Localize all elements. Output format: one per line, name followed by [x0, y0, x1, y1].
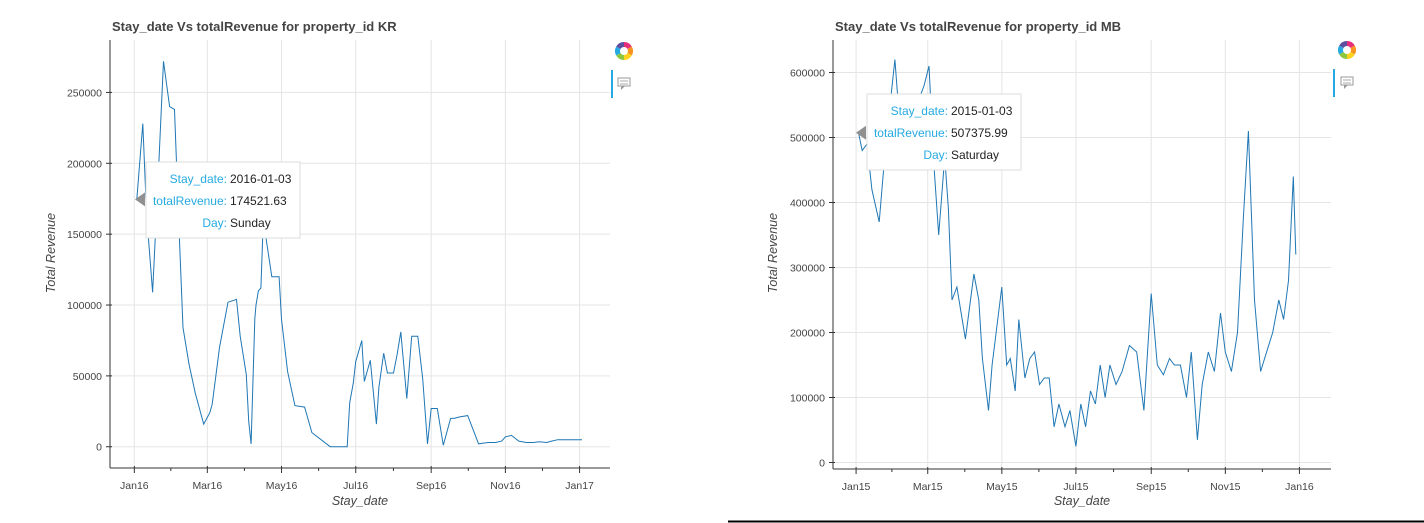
- y-tick-label: 300000: [790, 263, 825, 275]
- tooltip-arrow: [856, 125, 866, 140]
- y-axis-label: Total Revenue: [766, 213, 780, 293]
- x-tick-label: Jul15: [1063, 481, 1088, 493]
- chart-0: Stay_date Vs totalRevenue for property_i…: [44, 19, 633, 508]
- active-tool-indicator: [611, 70, 613, 98]
- tooltip-box: [866, 93, 1022, 171]
- series-line: [858, 59, 1297, 447]
- logo-segment: [1347, 45, 1356, 55]
- x-tick-label: May16: [266, 480, 298, 492]
- y-tick-label: 150000: [67, 229, 102, 241]
- tooltip-key: totalRevenue:: [153, 194, 227, 208]
- y-tick-label: 200000: [67, 158, 102, 170]
- x-tick-label: Nov16: [490, 480, 521, 492]
- tooltip-value: 2015-01-03: [951, 104, 1013, 118]
- y-tick-label: 0: [96, 442, 102, 454]
- y-tick-label: 250000: [67, 87, 102, 99]
- y-tick-label: 100000: [67, 300, 102, 312]
- logo-segment: [1338, 45, 1347, 55]
- chart-title: Stay_date Vs totalRevenue for property_i…: [112, 19, 397, 34]
- y-tick-label: 200000: [790, 328, 825, 340]
- x-tick-label: Sep15: [1136, 481, 1167, 493]
- tooltip-value: 174521.63: [230, 194, 287, 208]
- series-line: [136, 61, 582, 448]
- hover-icon-body: [617, 77, 631, 87]
- y-tick-label: 50000: [73, 371, 102, 383]
- tooltip-value: Sunday: [230, 216, 271, 230]
- x-tick-label: Jan15: [842, 481, 871, 493]
- x-tick-label: Jan16: [120, 480, 149, 492]
- tooltip-value: 2016-01-03: [230, 172, 292, 186]
- x-tick-label: Jan17: [565, 480, 594, 492]
- y-tick-label: 500000: [790, 133, 825, 145]
- tooltip-value: 507375.99: [951, 126, 1008, 140]
- x-axis-label: Stay_date: [332, 494, 388, 508]
- y-tick-label: 600000: [790, 68, 825, 80]
- chart-1: Stay_date Vs totalRevenue for property_i…: [766, 19, 1356, 508]
- hover-icon-tail: [621, 86, 625, 90]
- y-tick-label: 100000: [790, 393, 825, 405]
- tooltip-arrow: [135, 192, 145, 207]
- tooltip-box: [145, 161, 301, 239]
- y-tick-label: 400000: [790, 198, 825, 210]
- active-tool-indicator: [1333, 69, 1335, 97]
- bokeh-logo-icon[interactable]: [615, 42, 633, 60]
- tooltip-key: Stay_date:: [891, 104, 948, 118]
- x-axis-label: Stay_date: [1054, 494, 1110, 508]
- logo-center: [1343, 46, 1351, 54]
- tooltip-key: Day:: [202, 216, 227, 230]
- x-tick-label: Jul16: [343, 480, 368, 492]
- tooltip-value: Saturday: [951, 148, 999, 162]
- hover-tool-icon[interactable]: [1340, 76, 1354, 89]
- tooltip-key: totalRevenue:: [874, 126, 948, 140]
- hover-tool-icon[interactable]: [617, 77, 631, 90]
- x-tick-label: Jan16: [1285, 481, 1314, 493]
- logo-segment: [615, 46, 624, 56]
- y-tick-label: 0: [819, 458, 825, 470]
- chart-toolbar: [1333, 41, 1356, 97]
- grid-lines: [110, 40, 610, 468]
- x-tick-label: Mar16: [192, 480, 222, 492]
- x-tick-label: May15: [986, 481, 1018, 493]
- chart-toolbar: [611, 42, 633, 98]
- x-tick-label: Sep16: [416, 480, 447, 492]
- bokeh-logo-icon[interactable]: [1338, 41, 1356, 59]
- logo-segment: [624, 46, 633, 56]
- x-tick-label: Nov15: [1210, 481, 1241, 493]
- chart-title: Stay_date Vs totalRevenue for property_i…: [835, 19, 1121, 34]
- hover-icon-body: [1340, 76, 1354, 86]
- x-tick-label: Mar15: [913, 481, 943, 493]
- tooltip-key: Day:: [923, 148, 948, 162]
- tooltip-key: Stay_date:: [170, 172, 227, 186]
- y-axis-label: Total Revenue: [44, 213, 58, 293]
- hover-icon-tail: [1344, 85, 1348, 89]
- logo-center: [620, 47, 628, 55]
